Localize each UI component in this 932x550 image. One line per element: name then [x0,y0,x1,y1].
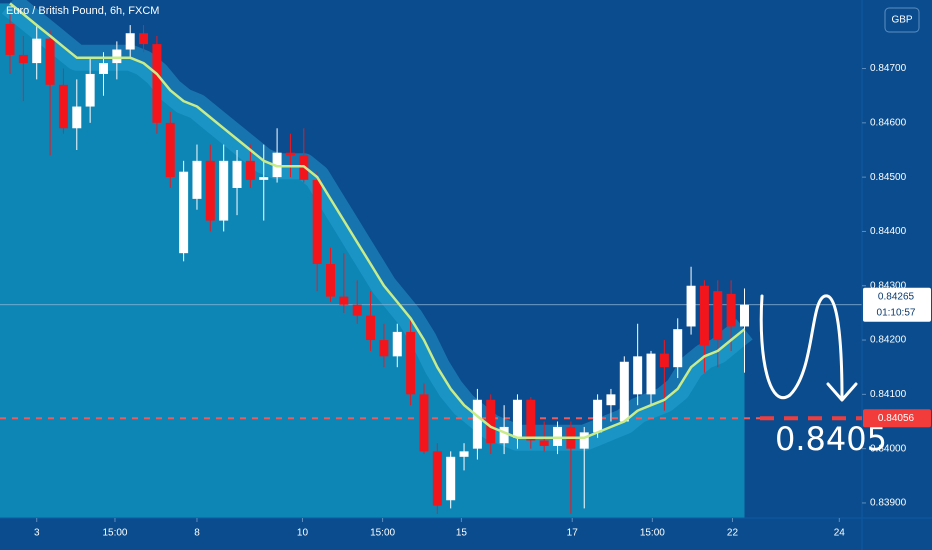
candle-body [539,440,549,446]
candle-body [686,285,696,327]
candle-body [58,84,68,129]
last-price-box [863,287,931,322]
candle-body [446,456,456,501]
candle-body [125,33,135,50]
y-tick-label: 0.84600 [870,117,907,128]
candle-body [713,291,723,341]
y-tick-label: 0.84500 [870,172,907,183]
candle-body [85,73,95,107]
candle-body [165,122,175,178]
x-tick-label: 15:00 [370,528,395,539]
candle-body [472,399,482,449]
candle-body [219,160,229,221]
candle-body [512,399,522,438]
candle-body [406,331,416,395]
y-tick-label: 0.84000 [870,443,907,454]
candle-body [419,394,429,452]
x-tick-label: 8 [194,528,200,539]
x-tick-label: 15:00 [102,528,127,539]
candle-body [339,296,349,305]
y-tick-label: 0.84200 [870,335,907,346]
x-tick-label: 15 [456,528,468,539]
candle-body [366,315,376,341]
candle-body [633,356,643,395]
candle-body [32,38,42,64]
candle-body [673,329,683,368]
candle-body [499,426,509,444]
candle-body [259,177,269,180]
candle-body [98,63,108,74]
level-box [863,409,931,428]
candle-body [352,304,362,316]
last-price-label: 0.84265 [878,291,915,302]
candle-body [606,394,616,406]
candle-body [179,171,189,254]
y-tick-label: 0.84700 [870,63,907,74]
candle-body [272,152,282,178]
currency-box[interactable] [884,7,920,33]
candle-body [726,293,736,327]
candle-body [285,152,295,156]
y-tick-label: 0.83900 [870,498,907,509]
candle-body [45,38,55,85]
candle-body [432,451,442,506]
level-label: 0.84056 [878,413,915,424]
candle-body [205,160,215,221]
candle-body [18,54,28,64]
x-tick-label: 3 [34,528,40,539]
candle-body [459,451,469,457]
candle-body [659,353,669,368]
candle-body [192,160,202,199]
candle-body [486,399,496,444]
candle-body [553,426,563,446]
candle-body [326,264,336,297]
candle-body [739,304,749,327]
forecast-curve [759,294,844,400]
candle-body [379,340,389,357]
y-tick-label: 0.84300 [870,280,907,291]
candle-body [526,399,536,441]
ma-line [9,2,746,440]
forecast-arrowhead [826,382,858,402]
x-tick-label: 10 [297,528,309,539]
candle-body [72,106,82,129]
ma-area [0,3,745,518]
candle-body [139,33,149,45]
candle-body [232,160,242,188]
candle-body [312,179,322,265]
candle-body [593,399,603,433]
plot-area [0,0,862,518]
candle-body [646,353,656,395]
candle-body [5,24,15,55]
x-tick-label: 22 [727,528,739,539]
y-tick-label: 0.84100 [870,389,907,400]
x-tick-label: 15:00 [640,528,665,539]
currency: GBP [891,15,912,26]
x-tick-label: 24 [834,528,846,539]
candle-body [392,331,402,357]
candle-body [112,49,122,64]
chart-title: Euro / British Pound, 6h, FXCM [6,5,159,17]
y-tick-label: 0.84400 [870,226,907,237]
candle-body [619,361,629,422]
countdown-label: 01:10:57 [877,307,916,318]
candle-body [699,285,709,346]
candle-body [579,432,589,449]
candle-body [245,160,255,180]
x-tick-label: 17 [567,528,579,539]
candle-body [152,44,162,123]
